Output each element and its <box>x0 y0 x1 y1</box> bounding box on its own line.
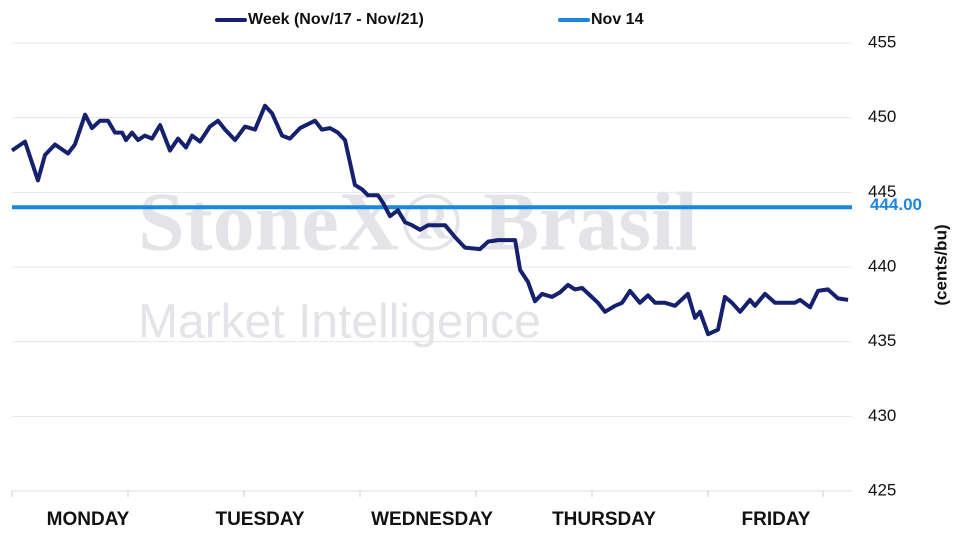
x-tick-label: WEDNESDAY <box>371 509 493 530</box>
x-tick-label: THURSDAY <box>552 509 656 530</box>
legend-label: Nov 14 <box>591 11 644 28</box>
legend-label: Week (Nov/17 - Nov/21) <box>248 11 424 28</box>
watermark: Market Intelligence <box>138 296 541 349</box>
y-tick-label: 425 <box>868 480 896 499</box>
y-tick-label: 450 <box>868 107 896 126</box>
y-tick-label: 455 <box>868 32 896 51</box>
watermark: StoneX® Brasil <box>138 175 698 268</box>
y-axis-label: (cents/bu) <box>931 224 950 305</box>
series-line <box>10 103 849 337</box>
y-tick-label: 440 <box>868 256 896 275</box>
y-tick-label: 435 <box>868 331 896 350</box>
x-tick-label: MONDAY <box>47 509 130 530</box>
x-tick-label: TUESDAY <box>215 509 304 530</box>
reference-label: 444.00 <box>870 195 922 214</box>
y-tick-label: 430 <box>868 406 896 425</box>
x-tick-label: FRIDAY <box>742 509 811 530</box>
y-tick-label: 445 <box>868 182 896 201</box>
